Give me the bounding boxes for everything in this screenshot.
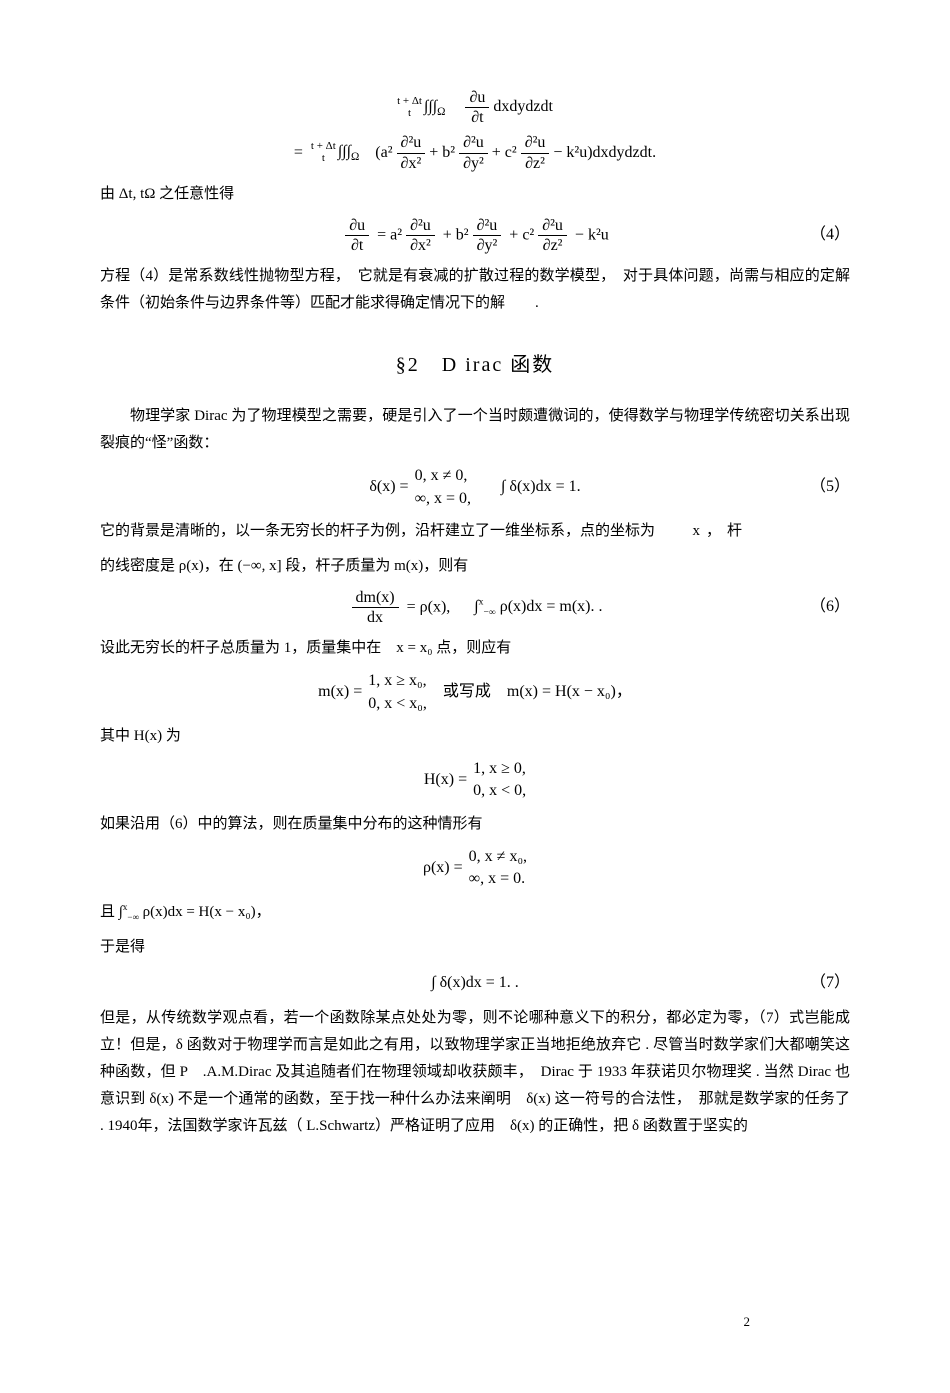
eq-4: ∂u∂t = a²∂²u∂x² + b²∂²u∂y² + c²∂²u∂z² − … (100, 216, 850, 255)
eq5-c1: 0, x ≠ 0, (415, 465, 471, 487)
eq5-lhs: δ(x) = (369, 473, 408, 502)
eq-rho: ρ(x) = 0, x ≠ x₀, ∞, x = 0. (100, 846, 850, 891)
eq6-number: （6） (810, 593, 850, 622)
eq7-body: ∫ δ(x)dx = 1. . (431, 969, 519, 998)
para-eq4-desc: 方程（4）是常系数线性抛物型方程， 它就是有衰减的扩散过程的数学模型， 对于具体… (100, 263, 850, 317)
eq5-int: ∫ δ(x)dx = 1. (501, 473, 581, 502)
eq-top-line1: t + Δtt ∫∫∫Ω ∂u∂t dxdydzdt (100, 88, 850, 127)
eq-H-lhs: H(x) = (424, 766, 467, 795)
eq-6: dm(x)dx = ρ(x), ∫x−∞ ρ(x)dx = m(x). . （6… (100, 588, 850, 627)
para-mass: 设此无穷长的杆子总质量为 1，质量集中在 x = x₀ 点，则应有 (100, 635, 850, 662)
para-and: 且 ∫x−∞ ρ(x)dx = H(x − x₀)， (100, 899, 850, 926)
int-lower: t (408, 108, 411, 120)
para-intro: 物理学家 Dirac 为了物理模型之需要，硬是引入了一个当时颇遭微词的，使得数学… (100, 403, 850, 457)
eq7-number: （7） (810, 969, 850, 998)
eq5-number: （5） (810, 473, 850, 502)
eq-mx-mid: 或写成 (443, 678, 491, 707)
eq-mx-rhs: m(x) = H(x − x₀)， (507, 678, 632, 707)
int-upper: t + Δt (397, 96, 422, 108)
eq-top: t + Δtt ∫∫∫Ω ∂u∂t dxdydzdt = t + Δtt ∫∫∫… (100, 88, 850, 173)
page-number: 2 (744, 1310, 751, 1333)
para-H: 其中 H(x) 为 (100, 723, 850, 750)
para-long: 但是，从传统数学观点看，若一个函数除某点处处为零，则不论哪种意义下的积分，都必定… (100, 1005, 850, 1140)
para-bg2: 的线密度是 ρ(x)，在 (−∞, x] 段，杆子质量为 m(x)，则有 (100, 553, 850, 580)
eq-rho-c1: 0, x ≠ x₀, (469, 846, 527, 868)
eq-H-c2: 0, x < 0, (473, 780, 526, 802)
para-bg1: 它的背景是清晰的，以一条无穷长的杆子为例，沿杆建立了一维坐标系，点的坐标为 x，… (100, 518, 850, 545)
eq-mx: m(x) = 1, x ≥ x₀, 0, x < x₀, 或写成 m(x) = … (100, 670, 850, 715)
eq-rho-lhs: ρ(x) = (423, 854, 463, 883)
eq5-c2: ∞, x = 0, (415, 488, 471, 510)
para-bg1-main: 它的背景是清晰的，以一条无穷长的杆子为例，沿杆建立了一维坐标系，点的坐标为 (100, 523, 655, 539)
eq-5: δ(x) = 0, x ≠ 0, ∞, x = 0, ∫ δ(x)dx = 1.… (100, 465, 850, 510)
int-lower-2: t (322, 153, 325, 165)
para-bg1-tail: x，杆 (693, 523, 749, 539)
eq4-number: （4） (810, 221, 850, 250)
eq-H: H(x) = 1, x ≥ 0, 0, x < 0, (100, 758, 850, 803)
eq-mx-lhs: m(x) = (318, 678, 362, 707)
para-algo: 如果沿用（6）中的算法，则在质量集中分布的这种情形有 (100, 811, 850, 838)
eq-7: ∫ δ(x)dx = 1. . （7） (100, 969, 850, 998)
line-arbitrary: 由 Δt, tΩ 之任意性得 (100, 181, 850, 208)
para-thus: 于是得 (100, 934, 850, 961)
eq-mx-c2: 0, x < x₀, (368, 693, 427, 715)
eq-top-line2: = t + Δtt ∫∫∫Ω (a²∂²u∂x² + b²∂²u∂y² + c²… (100, 133, 850, 172)
eq-H-c1: 1, x ≥ 0, (473, 758, 526, 780)
section-title: §2 D irac 函数 (100, 347, 850, 383)
eq-rho-c2: ∞, x = 0. (469, 868, 527, 890)
eq-mx-c1: 1, x ≥ x₀, (368, 670, 427, 692)
